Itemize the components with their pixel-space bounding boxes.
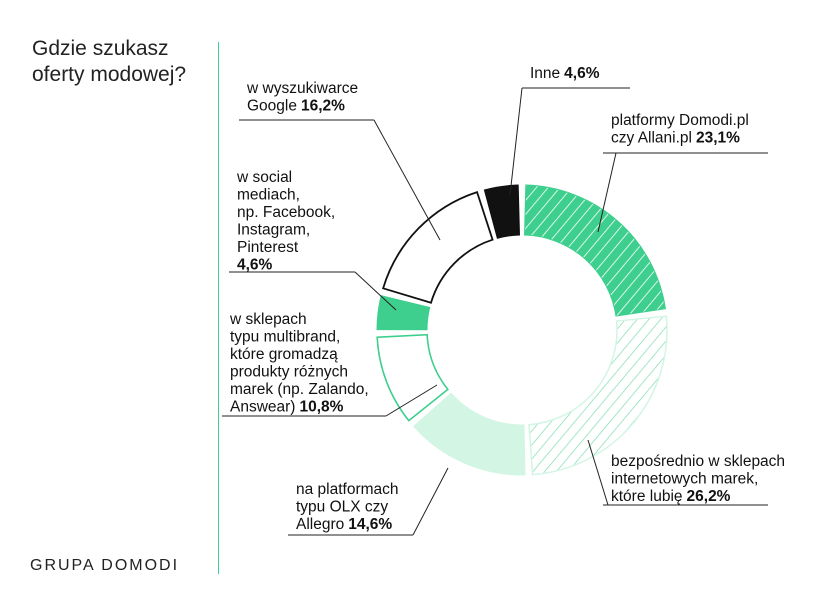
slice-label-6: w wyszukiwarce Google 16,2% [246,80,358,115]
leader-line-7 [509,87,523,196]
slice-label-4: w sklepach typu multibrand, które gromadzą… [229,311,369,416]
slice-value-1: 23,1% [696,130,740,147]
donut-slice-3 [413,392,526,476]
brand-logo-text: GRUPA DOMODI [30,557,180,574]
divider-line [218,42,219,574]
slice-label-3: na platformach typu OLX czy Allegro 14,6% [296,481,399,533]
leader-line-2 [587,439,609,506]
donut-slice-2 [528,315,668,476]
leader-line-4 [385,384,438,417]
leader-line-3 [412,467,449,536]
leader-line-1 [597,152,617,233]
slice-value-5: 4,6% [237,257,273,274]
chart-title: Gdzie szukasz oferty modowej? [32,37,187,86]
slice-value-6: 16,2% [301,98,345,115]
slice-value-3: 14,6% [348,516,392,533]
slice-value-7: 4,6% [564,65,600,82]
leader-line-6 [373,119,441,241]
slice-value-4: 10,8% [299,399,343,416]
slice-label-7: Inne 4,6% [530,65,600,82]
donut-slice-7 [483,184,521,239]
donut-slice-6 [381,191,494,304]
slice-label-2: bezpośrednio w sklepach internetowych mar… [611,453,785,505]
donut-slice-4 [376,333,449,422]
slice-label-1: platformy Domodi.pl czy Allani.pl 23,1% [611,112,749,147]
slice-value-2: 26,2% [687,488,731,505]
donut-slice-1 [523,184,667,317]
leader-line-5 [354,271,397,311]
slice-label-5: w social mediach, np. Facebook, Instagram, P… [236,169,335,274]
